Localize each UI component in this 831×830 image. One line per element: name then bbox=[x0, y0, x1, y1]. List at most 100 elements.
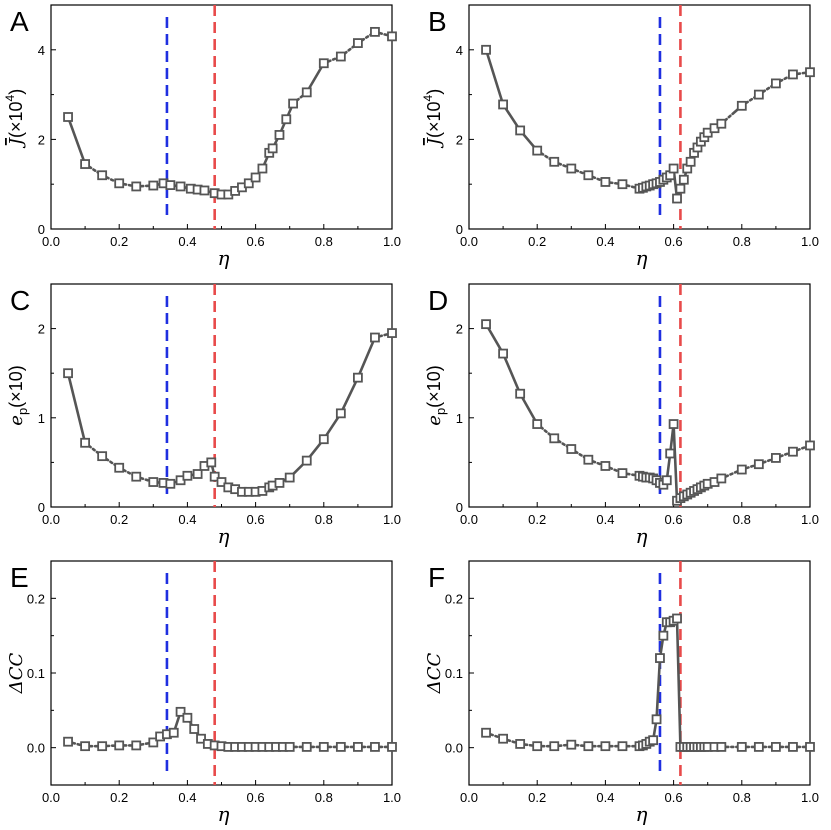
data-point-b bbox=[805, 67, 815, 78]
y-axis-label-a: J(×104) bbox=[3, 89, 27, 149]
data-point-f bbox=[481, 727, 491, 738]
data-point-b bbox=[753, 89, 764, 100]
x-tick-label-d: 0.8 bbox=[733, 512, 751, 527]
data-point-c bbox=[335, 408, 346, 419]
data-point-a bbox=[281, 114, 292, 125]
x-tick-label-c: 0.4 bbox=[178, 512, 196, 527]
y-tick-label-b: 2 bbox=[456, 132, 463, 147]
y-axis-label-sub-c: p bbox=[15, 408, 30, 415]
panel-letter-f: F bbox=[428, 562, 445, 593]
x-tick-label-f: 0.6 bbox=[665, 790, 683, 805]
data-point-a bbox=[370, 26, 380, 37]
y-axis-label-suffix-a: (×10 bbox=[6, 101, 26, 138]
data-point-c bbox=[131, 471, 142, 482]
data-point-d bbox=[788, 446, 798, 457]
data-point-a bbox=[131, 181, 142, 192]
data-point-d bbox=[665, 448, 676, 459]
x-tick-label-c: 0.6 bbox=[247, 512, 265, 527]
panel-letter-b: B bbox=[428, 6, 447, 37]
y-axis-label-b: J(×104) bbox=[421, 89, 445, 149]
panel-c: 0.0 0.2 0.4 0.6 0.8 1.0 0 1 2 η ep(×10) C bbox=[6, 283, 401, 548]
y-axis-label-main-b: J bbox=[424, 136, 445, 149]
x-tick-label-e: 1.0 bbox=[383, 790, 401, 805]
x-tick-label-e: 0.8 bbox=[315, 790, 333, 805]
data-point-b bbox=[617, 179, 628, 190]
x-tick-label-c: 1.0 bbox=[383, 512, 401, 527]
x-tick-label-d: 1.0 bbox=[801, 512, 819, 527]
y-tick-label-e: 0.1 bbox=[27, 666, 45, 681]
x-tick-label-a: 0.6 bbox=[247, 234, 265, 249]
data-point-e bbox=[131, 740, 142, 751]
data-point-c bbox=[63, 368, 73, 379]
panel-f: 0.0 0.2 0.4 0.6 0.8 1.0 0.0 0.1 0.2 η ΔCC F bbox=[424, 560, 819, 826]
data-point-b bbox=[771, 78, 781, 89]
data-point-f bbox=[549, 741, 560, 752]
x-tick-label-a: 1.0 bbox=[383, 234, 401, 249]
x-tick-label-d: 0.0 bbox=[460, 512, 478, 527]
data-point-e bbox=[352, 742, 363, 752]
y-tick-label-c: 1 bbox=[38, 411, 45, 426]
y-axis-label-main-e: ΔCC bbox=[6, 653, 27, 695]
data-point-a bbox=[199, 185, 210, 196]
y-tick-label-b: 4 bbox=[456, 43, 463, 58]
y-tick-label-d: 1 bbox=[456, 411, 463, 426]
series-segment-d bbox=[484, 322, 505, 355]
data-point-d bbox=[668, 419, 679, 429]
x-tick-label-c: 0.2 bbox=[110, 512, 128, 527]
data-point-c bbox=[165, 478, 176, 489]
panel-e: 0.0 0.2 0.4 0.6 0.8 1.0 0.0 0.1 0.2 η ΔCC E bbox=[6, 560, 401, 826]
x-tick-label-c: 0.8 bbox=[315, 512, 333, 527]
y-axis-label-suffix-b: (×10 bbox=[424, 101, 444, 138]
data-point-f bbox=[600, 741, 611, 752]
data-point-d bbox=[716, 473, 727, 484]
data-point-f bbox=[566, 739, 577, 750]
x-tick-label-a: 0.4 bbox=[178, 234, 196, 249]
data-point-a bbox=[148, 180, 159, 191]
y-tick-label-a: 2 bbox=[38, 132, 45, 147]
data-point-c bbox=[284, 472, 295, 483]
data-point-b bbox=[549, 156, 560, 167]
panel-letter-a: A bbox=[10, 6, 29, 37]
data-point-d bbox=[617, 468, 628, 479]
data-point-d bbox=[566, 444, 577, 454]
data-point-e bbox=[114, 740, 125, 751]
data-point-d bbox=[515, 388, 526, 399]
data-point-d bbox=[661, 475, 672, 486]
x-tick-label-a: 0.2 bbox=[110, 234, 128, 249]
y-tick-label-b: 0 bbox=[456, 222, 463, 237]
x-tick-label-f: 0.4 bbox=[596, 790, 614, 805]
x-axis-label-c: η bbox=[218, 524, 230, 548]
series-segment-c bbox=[356, 336, 377, 379]
data-point-a bbox=[63, 112, 73, 122]
x-axis-label-d: η bbox=[636, 524, 648, 548]
panel-d: 0.0 0.2 0.4 0.6 0.8 1.0 0 1 2 η ep(×10) D bbox=[424, 283, 819, 548]
x-tick-label-b: 0.8 bbox=[733, 234, 751, 249]
data-point-d bbox=[583, 454, 594, 465]
series-segment-c bbox=[339, 376, 360, 415]
panel-letter-c: C bbox=[10, 285, 30, 316]
x-tick-label-f: 1.0 bbox=[801, 790, 819, 805]
data-point-c bbox=[80, 437, 90, 448]
x-axis-label-a: η bbox=[218, 246, 230, 270]
data-point-a bbox=[243, 178, 254, 189]
x-tick-label-f: 0.2 bbox=[528, 790, 546, 805]
data-point-e bbox=[148, 737, 159, 748]
data-point-b bbox=[600, 177, 611, 187]
data-point-f bbox=[532, 741, 543, 752]
data-point-e bbox=[370, 742, 380, 752]
y-axis-label-main-f: ΔCC bbox=[424, 653, 445, 695]
data-point-e bbox=[301, 742, 312, 752]
data-point-f bbox=[617, 741, 628, 752]
x-tick-label-f: 0.0 bbox=[460, 790, 478, 805]
data-point-a bbox=[97, 170, 108, 181]
data-point-e bbox=[80, 741, 90, 752]
y-tick-label-d: 2 bbox=[456, 322, 463, 337]
data-point-d bbox=[549, 433, 560, 444]
y-tick-label-e: 0.0 bbox=[27, 741, 45, 756]
data-point-e bbox=[284, 742, 295, 752]
series-segment-b bbox=[484, 48, 505, 106]
data-point-a bbox=[318, 58, 329, 69]
